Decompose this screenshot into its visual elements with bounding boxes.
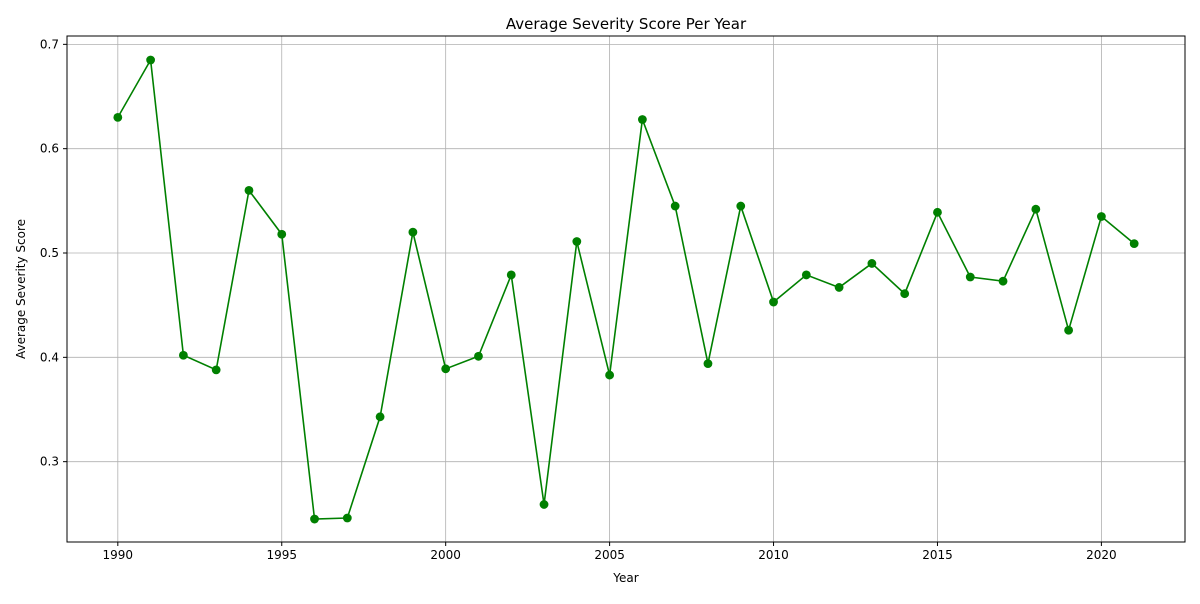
- x-tick-label: 2010: [758, 548, 789, 562]
- y-tick-label: 0.5: [40, 246, 59, 260]
- x-tick-label: 2020: [1086, 548, 1117, 562]
- grid: [67, 36, 1185, 542]
- x-tick-label: 1995: [266, 548, 297, 562]
- data-point: [1129, 239, 1139, 249]
- data-point: [1031, 204, 1041, 214]
- data-point: [670, 201, 680, 211]
- data-point: [965, 272, 975, 282]
- data-point: [408, 227, 418, 237]
- y-tick-label: 0.6: [40, 142, 59, 156]
- data-point: [310, 514, 319, 524]
- data-point: [539, 500, 549, 509]
- data-point: [146, 55, 156, 65]
- y-tick-label: 0.3: [40, 455, 59, 469]
- data-point: [441, 364, 451, 374]
- data-point: [834, 283, 844, 292]
- chart-title: Average Severity Score Per Year: [506, 15, 747, 33]
- data-point: [211, 365, 221, 375]
- series-line-group: [113, 55, 1139, 524]
- data-point: [933, 207, 942, 217]
- x-tick-label: 2005: [594, 548, 625, 562]
- x-axis-label: Year: [612, 571, 638, 585]
- data-point: [375, 412, 385, 422]
- data-point: [703, 359, 713, 368]
- y-tick-label: 0.4: [40, 350, 59, 364]
- data-point: [178, 350, 188, 360]
- data-point: [900, 289, 910, 299]
- data-point: [998, 276, 1008, 286]
- x-tick-label: 2015: [922, 548, 953, 562]
- data-point: [867, 259, 877, 268]
- data-point: [506, 270, 516, 280]
- data-point: [605, 370, 615, 380]
- data-point: [1064, 325, 1074, 335]
- data-point: [736, 201, 746, 211]
- y-axis-label: Average Severity Score: [14, 219, 28, 359]
- data-point: [572, 237, 582, 246]
- series-line: [117, 57, 1135, 520]
- plot-area-frame: [66, 35, 1186, 543]
- data-point: [342, 513, 352, 523]
- data-point: [113, 112, 123, 122]
- data-point: [1096, 212, 1106, 221]
- x-tick-label: 1990: [103, 548, 134, 562]
- data-point: [474, 351, 483, 361]
- data-point: [637, 115, 647, 124]
- y-tick-label: 0.7: [40, 37, 59, 51]
- data-point: [277, 229, 287, 239]
- axis-ticks: 1990 1995 2000 2005 2010 2015 2020 0.3 0.4 0.5 0.6…: [40, 37, 1117, 562]
- data-point: [769, 297, 778, 307]
- x-tick-label: 2000: [430, 548, 461, 562]
- data-point: [244, 186, 254, 195]
- data-point: [801, 270, 811, 280]
